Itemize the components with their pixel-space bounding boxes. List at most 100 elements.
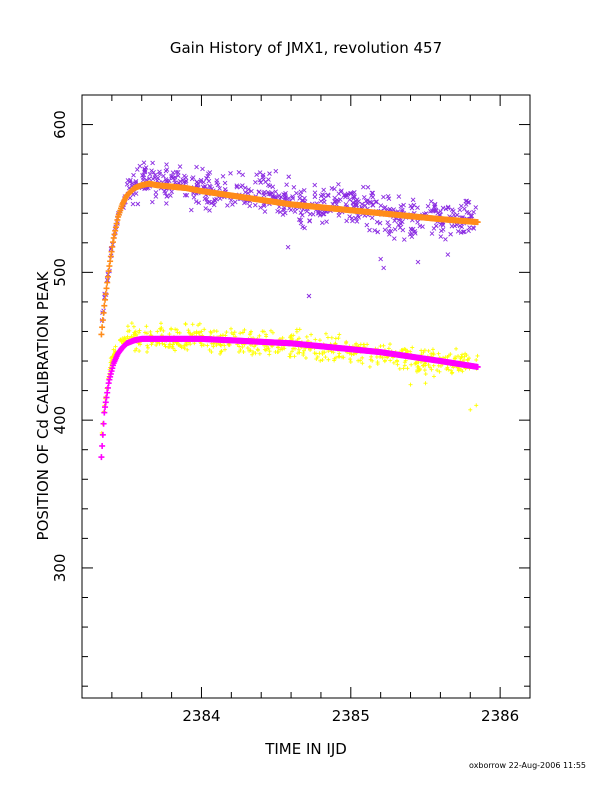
data-point bbox=[262, 347, 267, 352]
data-point bbox=[258, 180, 264, 185]
data-point bbox=[409, 234, 415, 240]
data-point bbox=[199, 343, 204, 348]
data-point bbox=[292, 346, 297, 351]
data-point bbox=[438, 209, 444, 214]
data-point bbox=[382, 359, 387, 364]
data-point bbox=[240, 345, 245, 350]
data-point bbox=[409, 362, 414, 367]
footer-credit: oxborrow 22-Aug-2006 11:55 bbox=[469, 761, 586, 770]
y-tick-labels: 300 400 500 600 bbox=[51, 110, 69, 582]
data-point bbox=[241, 349, 246, 354]
data-point bbox=[475, 353, 480, 358]
data-point bbox=[463, 198, 469, 204]
data-point bbox=[99, 324, 106, 331]
data-point bbox=[392, 226, 398, 232]
data-point bbox=[261, 192, 267, 198]
data-point bbox=[164, 162, 169, 167]
data-point bbox=[267, 183, 273, 189]
data-point bbox=[270, 194, 276, 199]
data-point bbox=[250, 352, 255, 357]
data-point bbox=[267, 171, 272, 176]
data-point bbox=[367, 364, 372, 369]
data-point bbox=[288, 351, 293, 356]
data-point bbox=[180, 177, 186, 183]
data-point bbox=[386, 346, 391, 351]
data-point bbox=[333, 355, 338, 360]
data-point bbox=[217, 196, 223, 201]
data-point bbox=[205, 343, 210, 348]
data-point bbox=[326, 193, 331, 199]
data-point bbox=[209, 200, 214, 206]
data-point bbox=[173, 327, 178, 332]
data-point bbox=[252, 344, 257, 349]
data-point bbox=[202, 327, 207, 332]
data-point bbox=[474, 357, 479, 362]
data-point bbox=[377, 220, 383, 226]
data-point bbox=[432, 203, 438, 208]
data-point bbox=[317, 351, 322, 356]
data-point bbox=[275, 208, 280, 214]
data-point bbox=[164, 194, 170, 199]
data-point bbox=[296, 217, 302, 222]
data-point bbox=[445, 354, 450, 359]
data-point bbox=[312, 190, 318, 195]
data-point bbox=[467, 356, 472, 361]
data-point bbox=[289, 349, 294, 354]
series-layer bbox=[98, 160, 481, 461]
data-point bbox=[186, 328, 191, 333]
data-point bbox=[297, 350, 302, 355]
data-point bbox=[150, 176, 156, 182]
data-point bbox=[188, 342, 193, 347]
data-point bbox=[304, 334, 309, 339]
data-point bbox=[429, 231, 435, 236]
data-point bbox=[182, 173, 187, 179]
data-point bbox=[145, 345, 150, 350]
data-point bbox=[276, 193, 282, 198]
data-point bbox=[361, 184, 366, 190]
data-point bbox=[375, 360, 380, 365]
data-point bbox=[188, 207, 194, 213]
data-point bbox=[150, 199, 155, 205]
data-point bbox=[152, 172, 158, 178]
data-point bbox=[465, 358, 470, 363]
data-point bbox=[219, 348, 224, 353]
data-point bbox=[382, 206, 387, 211]
data-point bbox=[229, 330, 234, 335]
data-point bbox=[201, 342, 206, 347]
data-point bbox=[365, 185, 371, 190]
x-axis-label: TIME IN IJD bbox=[264, 740, 347, 758]
data-point bbox=[280, 335, 285, 340]
data-point bbox=[214, 196, 219, 202]
data-point bbox=[169, 175, 174, 180]
data-point bbox=[373, 199, 379, 205]
data-point bbox=[474, 403, 479, 408]
data-point bbox=[336, 181, 341, 187]
data-point bbox=[168, 193, 173, 198]
data-point bbox=[347, 214, 352, 219]
data-point bbox=[458, 230, 464, 235]
data-point bbox=[396, 222, 401, 228]
data-point bbox=[261, 329, 266, 334]
data-point bbox=[177, 164, 183, 169]
data-point bbox=[307, 218, 312, 223]
data-point bbox=[199, 329, 204, 334]
data-point bbox=[243, 189, 248, 195]
data-point bbox=[440, 205, 446, 211]
data-point bbox=[200, 166, 205, 172]
data-point bbox=[416, 364, 421, 369]
data-point bbox=[348, 359, 353, 364]
data-point bbox=[144, 324, 149, 329]
data-point bbox=[399, 219, 405, 225]
data-point bbox=[455, 229, 461, 234]
data-point bbox=[215, 182, 221, 188]
data-point bbox=[138, 342, 143, 347]
data-point bbox=[158, 321, 163, 326]
data-point bbox=[163, 344, 168, 349]
data-point bbox=[410, 197, 416, 203]
data-point bbox=[218, 351, 223, 356]
data-point bbox=[301, 351, 306, 356]
data-point bbox=[204, 175, 209, 181]
data-point bbox=[164, 201, 169, 206]
data-point bbox=[130, 201, 136, 207]
data-point bbox=[301, 348, 306, 353]
